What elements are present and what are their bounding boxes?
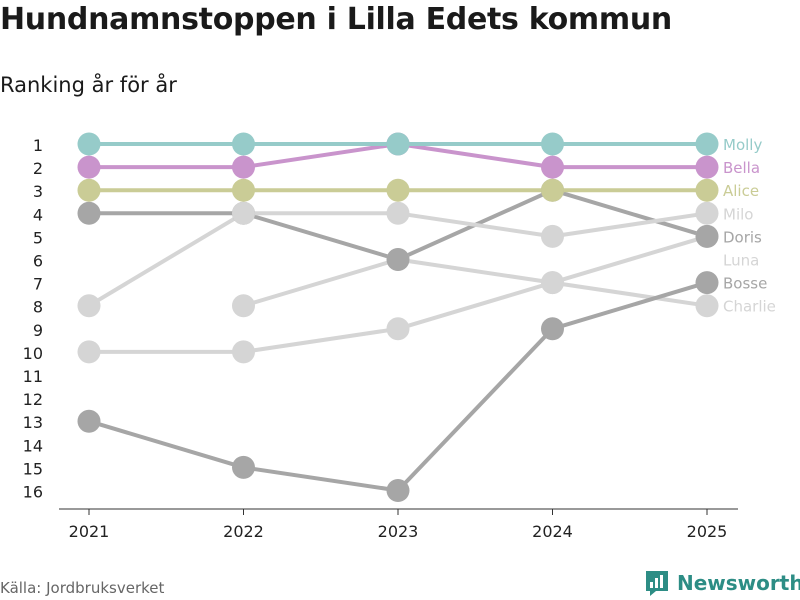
series-line-bosse — [87, 280, 709, 493]
point-luna — [232, 340, 255, 364]
point-molly — [77, 132, 101, 156]
series-label-alice: Alice — [723, 182, 759, 200]
series-label-molly: Molly — [723, 136, 762, 154]
point-molly — [541, 132, 564, 156]
y-tick-label: 7 — [33, 275, 43, 294]
point-alice — [695, 178, 719, 202]
point-charlie — [232, 294, 255, 318]
y-tick-label: 8 — [33, 298, 43, 317]
x-tick-label: 2021 — [69, 522, 110, 541]
y-tick-label: 9 — [33, 321, 43, 340]
y-tick-label: 1 — [33, 136, 43, 155]
x-tick-label: 2024 — [532, 522, 573, 541]
source-note: Källa: Jordbruksverket — [0, 579, 165, 597]
point-milo — [386, 201, 410, 225]
x-tick-label: 2023 — [378, 522, 419, 541]
point-milo — [541, 224, 564, 248]
newsworthy-logo-icon — [646, 571, 668, 596]
series-label-charlie: Charlie — [723, 298, 776, 316]
x-tick-label: 2022 — [223, 522, 264, 541]
point-bosse — [541, 317, 564, 341]
point-doris — [695, 224, 719, 248]
point-alice — [541, 178, 564, 202]
series-label-doris: Doris — [723, 228, 762, 246]
point-molly — [695, 132, 719, 156]
series-label-milo: Milo — [723, 205, 753, 223]
point-milo — [695, 201, 719, 225]
y-tick-label: 11 — [23, 367, 43, 386]
point-luna — [541, 271, 564, 295]
y-tick-label: 13 — [23, 413, 43, 432]
y-tick-label: 12 — [23, 390, 43, 409]
y-tick-label: 15 — [23, 459, 43, 478]
point-alice — [232, 178, 255, 202]
brand-name: Newsworthy — [677, 571, 800, 595]
point-alice — [77, 178, 101, 202]
point-bosse — [77, 409, 101, 433]
y-tick-label: 10 — [23, 344, 43, 363]
point-alice — [386, 178, 410, 202]
point-bosse — [232, 455, 255, 479]
point-milo — [232, 201, 255, 225]
series-line-charlie — [241, 257, 709, 308]
x-tick-label: 2025 — [687, 522, 728, 541]
series-points — [77, 132, 719, 502]
y-tick-label: 16 — [23, 483, 43, 502]
point-charlie — [695, 294, 719, 318]
y-tick-label: 4 — [33, 205, 43, 224]
chart-subtitle: Ranking år för år — [0, 73, 177, 97]
y-tick-label: 3 — [33, 182, 43, 201]
chart-title: Hundnamnstoppen i Lilla Edets kommun — [0, 2, 672, 37]
point-bella — [77, 155, 101, 179]
point-bella — [695, 155, 719, 179]
y-tick-label: 14 — [23, 436, 43, 455]
point-molly — [232, 132, 255, 156]
series-label-bella: Bella — [723, 159, 760, 177]
series-label-bosse: Bosse — [723, 275, 767, 293]
point-bosse — [386, 479, 410, 502]
series-labels: Molly Bella Alice Milo Doris Luna Bosse Charlie — [723, 136, 776, 316]
point-bella — [232, 155, 255, 179]
point-doris — [386, 248, 410, 271]
point-molly — [386, 132, 410, 156]
y-tick-label: 2 — [33, 159, 43, 178]
point-doris — [77, 201, 101, 225]
point-luna — [386, 317, 410, 341]
y-tick-label: 6 — [33, 252, 43, 271]
point-bosse — [695, 271, 719, 295]
y-tick-label: 5 — [33, 228, 43, 247]
point-milo — [77, 294, 101, 318]
point-luna — [77, 340, 101, 364]
series-label-luna: Luna — [723, 252, 759, 270]
brand-logo[interactable]: Newsworthy — [644, 569, 800, 597]
point-bella — [541, 155, 564, 179]
